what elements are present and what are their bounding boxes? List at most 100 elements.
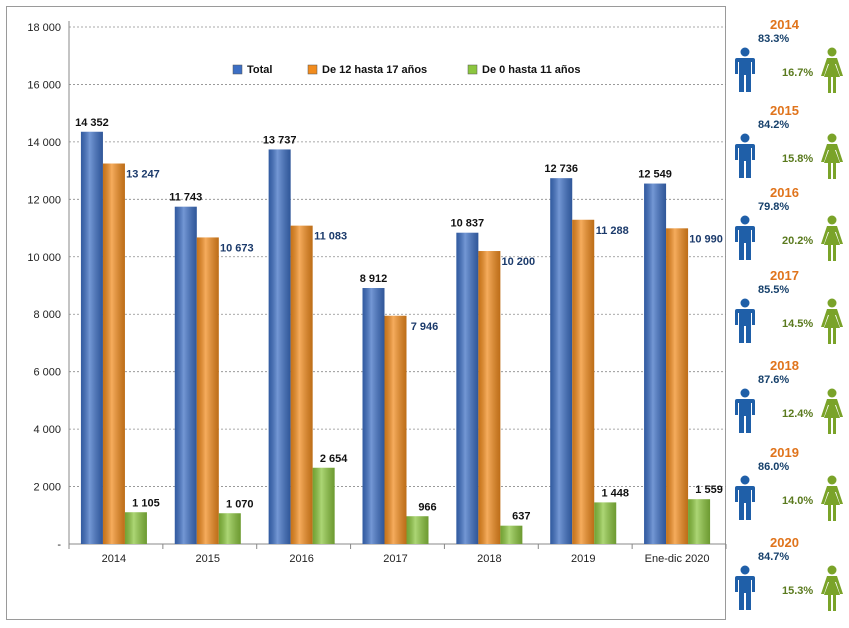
data-label: 1 070 xyxy=(226,498,254,510)
x-tick-label: Ene-dic 2020 xyxy=(645,553,710,565)
data-label: 966 xyxy=(418,501,436,513)
y-tick-label: 14 000 xyxy=(27,137,61,149)
data-label: 1 559 xyxy=(695,484,723,496)
year-label: 2015 xyxy=(770,103,799,118)
legend-label: De 12 hasta 17 años xyxy=(322,64,427,76)
female-percentage: 12.4% xyxy=(782,408,814,420)
year-label: 2018 xyxy=(770,358,799,373)
bar-shading xyxy=(688,499,711,544)
x-tick-label: 2014 xyxy=(102,553,126,565)
year-label: 2014 xyxy=(770,17,799,32)
x-tick-label: 2019 xyxy=(571,553,595,565)
bar-shading xyxy=(290,225,313,544)
gender-year-block: 2017 85.5% 14.5% xyxy=(726,268,849,352)
y-tick-label: 2 000 xyxy=(33,482,61,494)
legend-swatch xyxy=(232,64,243,75)
bar-shading xyxy=(550,178,573,544)
bar-shading xyxy=(406,516,429,544)
legend-swatch xyxy=(467,64,478,75)
data-label: 12 736 xyxy=(544,163,578,175)
female-percentage: 14.5% xyxy=(782,318,814,330)
year-label: 2020 xyxy=(770,535,799,550)
data-label: 10 990 xyxy=(689,233,723,245)
data-label: 8 912 xyxy=(360,273,388,285)
data-label: 1 448 xyxy=(601,487,629,499)
y-tick-label: - xyxy=(57,539,61,551)
data-label: 11 743 xyxy=(169,192,202,204)
female-percentage: 16.7% xyxy=(782,67,814,79)
male-figure-icon xyxy=(734,565,756,616)
female-figure-icon xyxy=(820,388,844,439)
bar-shading xyxy=(384,315,407,544)
data-label: 11 083 xyxy=(314,231,347,243)
female-percentage: 14.0% xyxy=(782,495,814,507)
bar-chart: - 2 000 4 000 6 000 8 000 10 000 12 000 14 000 1… xyxy=(27,21,727,565)
chart-frame: - 2 000 4 000 6 000 8 000 10 000 12 000 14 000 1… xyxy=(6,6,727,620)
gender-year-block: 2018 87.6% 12.4% xyxy=(726,358,849,442)
male-figure-icon xyxy=(734,215,756,266)
female-percentage: 20.2% xyxy=(782,235,814,247)
male-figure-icon xyxy=(734,298,756,349)
bar-shading xyxy=(174,206,197,544)
male-percentage: 86.0% xyxy=(758,461,790,473)
gender-year-block: 2015 84.2% 15.8% xyxy=(726,103,849,187)
y-tick-label: 12 000 xyxy=(27,194,61,206)
bar-shading xyxy=(666,228,689,544)
bar-shading xyxy=(362,288,385,544)
female-figure-icon xyxy=(820,475,844,526)
male-figure-icon xyxy=(734,47,756,98)
data-label: 2 654 xyxy=(320,453,348,465)
data-label: 14 352 xyxy=(75,117,109,129)
bar-shading xyxy=(196,237,219,544)
data-label: 13 247 xyxy=(126,169,160,181)
female-figure-icon xyxy=(820,47,844,98)
gender-year-block: 2016 79.8% 20.2% xyxy=(726,185,849,269)
bar-shading xyxy=(80,131,103,544)
female-percentage: 15.8% xyxy=(782,153,814,165)
male-percentage: 79.8% xyxy=(758,201,790,213)
male-percentage: 85.5% xyxy=(758,284,790,296)
male-figure-icon xyxy=(734,475,756,526)
female-figure-icon xyxy=(820,215,844,266)
female-percentage: 15.3% xyxy=(782,585,814,597)
male-percentage: 87.6% xyxy=(758,374,790,386)
male-figure-icon xyxy=(734,388,756,439)
male-percentage: 84.7% xyxy=(758,551,790,563)
gender-year-block: 2014 83.3% 16.7% xyxy=(726,17,849,101)
x-tick-label: 2016 xyxy=(289,553,313,565)
bar-shading xyxy=(102,163,125,544)
legend-swatch xyxy=(307,64,318,75)
year-label: 2017 xyxy=(770,268,799,283)
male-figure-icon xyxy=(734,133,756,184)
bar-shading xyxy=(500,525,523,544)
male-percentage: 83.3% xyxy=(758,33,790,45)
year-label: 2016 xyxy=(770,185,799,200)
bar-shading xyxy=(478,251,501,545)
female-figure-icon xyxy=(820,565,844,616)
data-label: 7 946 xyxy=(411,321,439,333)
gender-year-block: 2020 84.7% 15.3% xyxy=(726,535,849,619)
bar-shading xyxy=(312,467,335,544)
female-figure-icon xyxy=(820,133,844,184)
data-label: 12 549 xyxy=(638,169,672,181)
year-label: 2019 xyxy=(770,445,799,460)
gender-year-block: 2019 86.0% 14.0% xyxy=(726,445,849,529)
data-label: 11 288 xyxy=(596,225,629,237)
data-label: 10 673 xyxy=(220,242,254,254)
y-tick-label: 18 000 xyxy=(27,22,61,34)
x-tick-label: 2017 xyxy=(383,553,407,565)
bar-shading xyxy=(594,502,617,544)
y-tick-label: 4 000 xyxy=(33,424,61,436)
data-label: 13 737 xyxy=(263,134,297,146)
bar-shading xyxy=(644,183,667,545)
x-tick-label: 2018 xyxy=(477,553,501,565)
bar-shading xyxy=(124,512,147,544)
bar-shading xyxy=(218,513,241,544)
y-tick-label: 16 000 xyxy=(27,79,61,91)
bar-shading xyxy=(572,219,595,544)
data-label: 10 200 xyxy=(502,256,536,268)
y-tick-label: 6 000 xyxy=(33,367,61,379)
bar-shading xyxy=(456,232,479,544)
y-tick-label: 8 000 xyxy=(33,309,61,321)
male-percentage: 84.2% xyxy=(758,119,790,131)
